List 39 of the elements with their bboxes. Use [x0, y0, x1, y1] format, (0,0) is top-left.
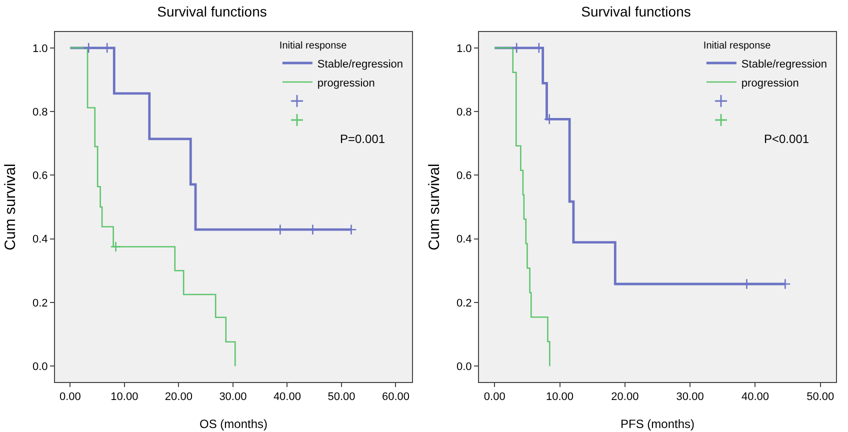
- legend-label: Stable/regression: [741, 58, 828, 70]
- y-tick-label: 1.0: [456, 42, 472, 55]
- y-tick-label: 0.8: [456, 106, 472, 118]
- x-tick-label: 20.00: [164, 391, 192, 404]
- y-tick-label: 0.4: [32, 234, 48, 246]
- x-axis-title: PFS (months): [620, 417, 695, 431]
- y-tick-label: 0.8: [32, 106, 48, 118]
- y-tick-label: 0.2: [456, 297, 472, 310]
- x-tick-label: 20.00: [611, 391, 639, 404]
- x-tick-label: 40.00: [273, 391, 301, 404]
- x-tick-label: 0.00: [484, 391, 506, 404]
- y-tick-label: 0.6: [32, 170, 48, 182]
- y-tick-label: 0.0: [456, 360, 472, 373]
- chart-title: Survival functions: [581, 3, 691, 20]
- legend-label: progression: [741, 77, 799, 90]
- legend-label: Stable/regression: [317, 58, 404, 70]
- x-tick-label: 40.00: [741, 391, 769, 404]
- x-axis-title: OS (months): [199, 417, 268, 431]
- y-tick-label: 0.6: [456, 170, 472, 182]
- annotation: P=0.001: [340, 132, 386, 146]
- legend-title: Initial response: [279, 40, 348, 52]
- y-axis-title: Cum survival: [2, 164, 19, 250]
- annotation: P<0.001: [764, 132, 810, 146]
- y-tick-label: 1.0: [32, 42, 48, 55]
- x-tick-label: 0.00: [59, 391, 81, 404]
- legend-title: Initial response: [703, 40, 772, 52]
- x-tick-label: 50.00: [806, 391, 834, 404]
- x-tick-label: 10.00: [546, 391, 574, 404]
- legend-label: progression: [317, 77, 375, 90]
- x-tick-label: 60.00: [382, 391, 410, 404]
- x-tick-label: 50.00: [328, 391, 356, 404]
- y-axis-title: Cum survival: [426, 164, 443, 250]
- x-tick-label: 10.00: [110, 391, 138, 404]
- y-tick-label: 0.0: [32, 360, 48, 373]
- x-tick-label: 30.00: [676, 391, 704, 404]
- x-tick-label: 30.00: [219, 391, 247, 404]
- y-tick-label: 0.4: [456, 234, 472, 246]
- y-tick-label: 0.2: [32, 297, 48, 310]
- chart-title: Survival functions: [157, 3, 267, 20]
